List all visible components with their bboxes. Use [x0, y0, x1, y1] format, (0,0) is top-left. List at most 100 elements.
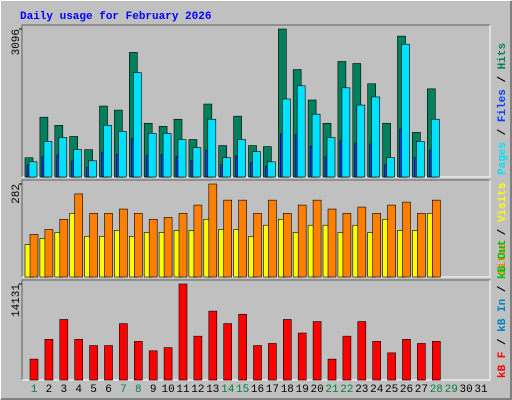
panel-edge	[21, 24, 490, 177]
x-tick-label: 12	[191, 384, 204, 396]
bar	[372, 213, 382, 278]
bar	[296, 85, 306, 178]
bar	[223, 199, 232, 278]
bar	[208, 183, 218, 278]
x-tick-label: 10	[161, 384, 174, 396]
bar	[192, 147, 202, 178]
bar	[357, 206, 367, 278]
bar	[44, 339, 54, 381]
bar	[327, 358, 337, 381]
bar	[312, 199, 322, 278]
bar	[58, 137, 68, 178]
bar	[238, 199, 247, 278]
x-tick-label: 29	[445, 384, 458, 396]
legend-separator: /	[497, 332, 509, 352]
bar	[119, 323, 128, 381]
bar	[89, 345, 98, 381]
bar	[178, 213, 188, 278]
bar	[193, 335, 203, 381]
bar	[387, 204, 396, 278]
legend: Sites / Visits	[497, 183, 509, 275]
bar	[311, 113, 321, 178]
x-tick-label: 21	[325, 384, 339, 396]
bar	[402, 201, 411, 278]
legend: kB F / kB In / kB Out	[497, 239, 509, 378]
bar	[268, 199, 277, 278]
x-tick-label: 24	[370, 384, 384, 396]
bar	[29, 234, 39, 278]
bar	[134, 341, 143, 381]
bar	[103, 125, 112, 178]
bar	[43, 141, 53, 178]
y-tick-label: 14131	[11, 284, 23, 317]
x-tick-label: 5	[90, 384, 97, 396]
bar	[162, 133, 172, 178]
bar	[431, 341, 441, 381]
x-tick-label: 19	[296, 384, 309, 396]
legend-separator: /	[497, 122, 509, 142]
x-tick-label: 7	[120, 384, 127, 396]
x-tick-label: 15	[236, 384, 249, 396]
bar	[371, 96, 381, 178]
x-tick-label: 23	[355, 384, 368, 396]
bar	[312, 321, 322, 381]
bar	[133, 72, 142, 178]
legend-entry: kB In	[497, 299, 509, 332]
bar	[402, 339, 411, 381]
legend-entry: kB Out	[497, 239, 509, 279]
x-tick-label: 1	[31, 384, 38, 396]
bar	[327, 208, 337, 278]
bar	[74, 339, 83, 381]
bar	[238, 313, 247, 381]
legend-entry: Hits	[497, 43, 509, 69]
bar	[59, 218, 69, 278]
x-tick-label: 16	[251, 384, 264, 396]
bar	[431, 199, 441, 278]
panel-edge	[22, 280, 491, 381]
x-tick-label: 3	[60, 384, 67, 396]
legend-entry: Pages	[497, 142, 509, 175]
bar	[267, 161, 276, 178]
bar	[44, 229, 54, 278]
bar	[386, 157, 395, 178]
bar	[148, 350, 158, 381]
bar	[430, 118, 440, 178]
legend-entry: Visits	[497, 183, 509, 223]
bar	[104, 345, 113, 381]
bar	[208, 310, 218, 381]
x-tick-label: 26	[400, 384, 413, 396]
bar	[356, 104, 366, 178]
legend-entry: Files	[497, 89, 509, 122]
chart-title: Daily usage for February 2026	[20, 11, 211, 23]
bar	[326, 137, 336, 178]
bar	[297, 204, 307, 278]
x-tick-label: 22	[340, 384, 353, 396]
bar	[342, 213, 352, 278]
x-tick-label: 30	[459, 384, 472, 396]
bar	[416, 141, 425, 178]
y-tick-label: 282	[11, 184, 23, 204]
legend-separator: /	[497, 69, 509, 89]
bar	[89, 213, 98, 278]
panel-edge	[21, 279, 490, 380]
x-tick-label: 11	[176, 384, 190, 396]
bar	[401, 43, 410, 178]
legend-entry: kB F	[497, 352, 509, 378]
bar	[134, 213, 143, 278]
bar	[148, 218, 158, 278]
legend-separator: /	[497, 279, 509, 299]
y-tick-label: 3096	[11, 29, 23, 55]
bar	[178, 283, 188, 381]
x-tick-label: 8	[135, 384, 142, 396]
x-tick-label: 17	[266, 384, 279, 396]
bar	[281, 98, 291, 178]
bar	[29, 358, 39, 381]
bar	[341, 87, 351, 178]
bar	[253, 213, 262, 278]
bar	[88, 160, 97, 178]
x-tick-label: 18	[281, 384, 294, 396]
x-tick-label: 4	[75, 384, 82, 396]
x-tick-label: 31	[474, 384, 488, 396]
x-tick-label: 13	[206, 384, 219, 396]
bar	[282, 213, 292, 278]
